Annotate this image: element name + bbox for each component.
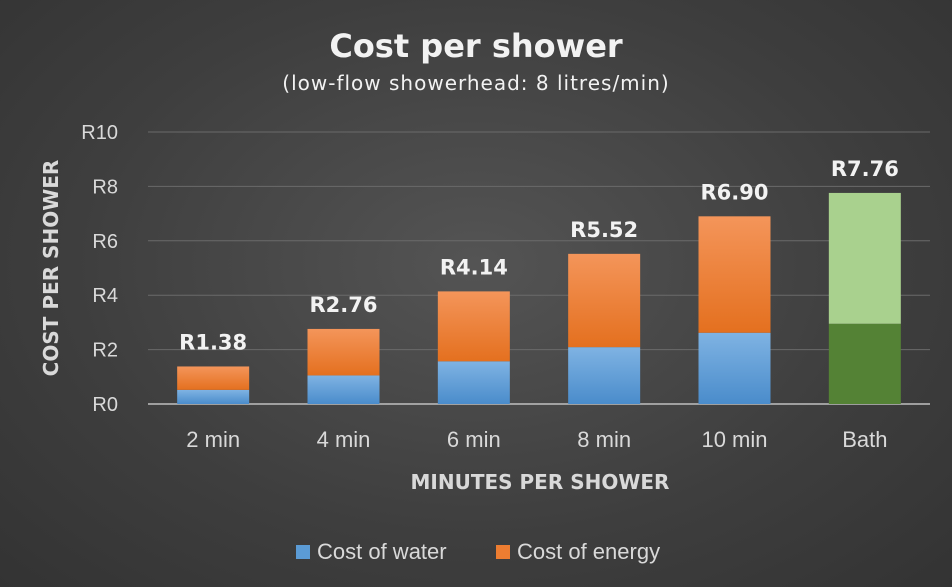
x-tick-label: Bath	[842, 427, 887, 452]
legend-label: Cost of energy	[517, 539, 660, 564]
y-tick-label: R4	[92, 285, 118, 307]
y-axis-ticks: R0 R2 R4 R6 R8 R10	[81, 122, 118, 416]
bar-segment-water	[828, 323, 901, 404]
x-axis-title: MINUTES PER SHOWER	[411, 470, 670, 494]
bars	[177, 192, 901, 404]
y-tick-label: R0	[92, 394, 118, 416]
total-data-label: R2.76	[310, 293, 378, 317]
bar-segment-energy	[307, 328, 380, 376]
bar-segment-energy	[698, 216, 771, 333]
x-axis-ticks: 2 min 4 min 6 min 8 min 10 min Bath	[186, 427, 887, 452]
y-tick-label: R6	[92, 231, 118, 253]
bar-segment-water	[568, 347, 641, 404]
total-data-label: R1.38	[179, 330, 247, 354]
total-data-label: R6.90	[701, 180, 769, 204]
total-data-label: R7.76	[831, 157, 899, 181]
y-axis-title: COST PER SHOWER	[39, 160, 63, 377]
y-tick-label: R10	[81, 122, 118, 144]
y-tick-label: R8	[92, 176, 118, 198]
legend-swatch	[496, 545, 510, 559]
bar-segment-water	[177, 389, 250, 404]
bar-segment-energy	[568, 253, 641, 348]
x-tick-label: 8 min	[577, 427, 631, 452]
bar-segment-water	[698, 332, 771, 404]
bar-segment-energy	[177, 366, 250, 390]
gridlines	[148, 131, 930, 405]
legend-swatch	[296, 545, 310, 559]
legend: Cost of water Cost of energy	[296, 539, 660, 564]
total-data-label: R4.14	[440, 255, 508, 279]
chart-subtitle: (low-flow showerhead: 8 litres/min)	[282, 71, 669, 95]
y-tick-label: R2	[92, 340, 118, 362]
x-tick-label: 2 min	[186, 427, 240, 452]
bar-segment-water	[307, 375, 380, 404]
bar-segment-energy	[828, 192, 901, 324]
bar-segment-water	[437, 361, 510, 404]
bar-segment-energy	[437, 291, 510, 362]
x-tick-label: 10 min	[701, 427, 767, 452]
chart-title: Cost per shower	[329, 27, 623, 65]
total-data-label: R5.52	[570, 218, 638, 242]
x-tick-label: 6 min	[447, 427, 501, 452]
legend-label: Cost of water	[317, 539, 447, 564]
x-tick-label: 4 min	[317, 427, 371, 452]
data-labels: R1.38 R2.76 R4.14 R5.52 R6.90 R7.76	[179, 157, 899, 355]
